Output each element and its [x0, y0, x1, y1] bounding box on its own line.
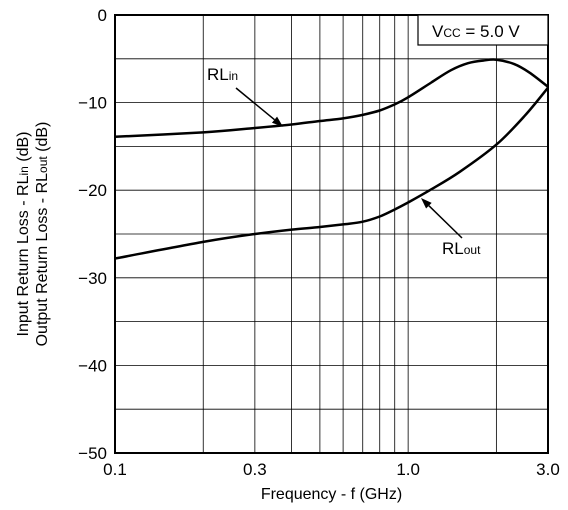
rl-in-arrowhead: [271, 116, 283, 127]
condition-main: V: [432, 22, 444, 41]
tick-labels: 0.1 0.3 1.0 3.0 0 −10 −20 −30 −40 −50: [78, 6, 560, 479]
condition-box-frame: [417, 14, 549, 46]
y-axis-title-line-2: Output Return Loss - RLout (dB): [34, 122, 51, 347]
rl-in-arrow: [235, 87, 275, 121]
rl-out-label-main: RL: [442, 239, 464, 258]
y-axis-title-1-main: Input Return Loss - RL: [15, 175, 32, 336]
y-axis-title-2-unit: (dB): [34, 122, 51, 157]
y-tick-label: −20: [78, 181, 107, 200]
grid-lines: [114, 14, 549, 454]
rl-in-curve: [114, 58, 549, 139]
y-axis-title-2-subscript: out: [36, 156, 50, 173]
rl-in-annotation: RLin: [207, 65, 283, 127]
rl-out-arrowhead: [421, 198, 432, 209]
y-axis-title-1-subscript: in: [17, 166, 31, 175]
condition-box: VCC = 5.0 V: [417, 14, 549, 46]
x-tick-label: 1.0: [396, 460, 420, 479]
rl-in-label-main: RL: [207, 65, 229, 84]
condition-rest: = 5.0 V: [461, 22, 521, 41]
rl-out-arrow: [428, 205, 463, 239]
y-tick-label: −50: [78, 444, 107, 463]
y-tick-label: −40: [78, 356, 107, 375]
x-tick-label: 0.3: [243, 460, 267, 479]
rl-in-label-subscript: in: [229, 69, 238, 83]
rl-in-label: RLin: [207, 65, 238, 84]
x-axis-title: Frequency - f (GHz): [261, 486, 402, 503]
y-tick-label: −30: [78, 269, 107, 288]
x-tick-label: 3.0: [536, 460, 560, 479]
rl-out-curve: [114, 86, 549, 260]
rl-out-label: RLout: [442, 239, 481, 258]
y-axis-title-line-1: Input Return Loss - RLin (dB): [15, 132, 32, 337]
y-tick-label: 0: [98, 6, 107, 25]
condition-label: VCC = 5.0 V: [432, 22, 520, 41]
y-axis-title-1-unit: (dB): [15, 132, 32, 167]
curve-layer: [114, 58, 549, 260]
y-tick-label: −10: [78, 94, 107, 113]
plot-frame: [114, 14, 549, 454]
rl-out-annotation: RLout: [421, 198, 481, 258]
condition-subscript: CC: [443, 26, 461, 40]
x-tick-label: 0.1: [103, 460, 127, 479]
rl-out-label-subscript: out: [464, 243, 481, 257]
y-axis-title-2-main: Output Return Loss - RL: [34, 173, 51, 347]
